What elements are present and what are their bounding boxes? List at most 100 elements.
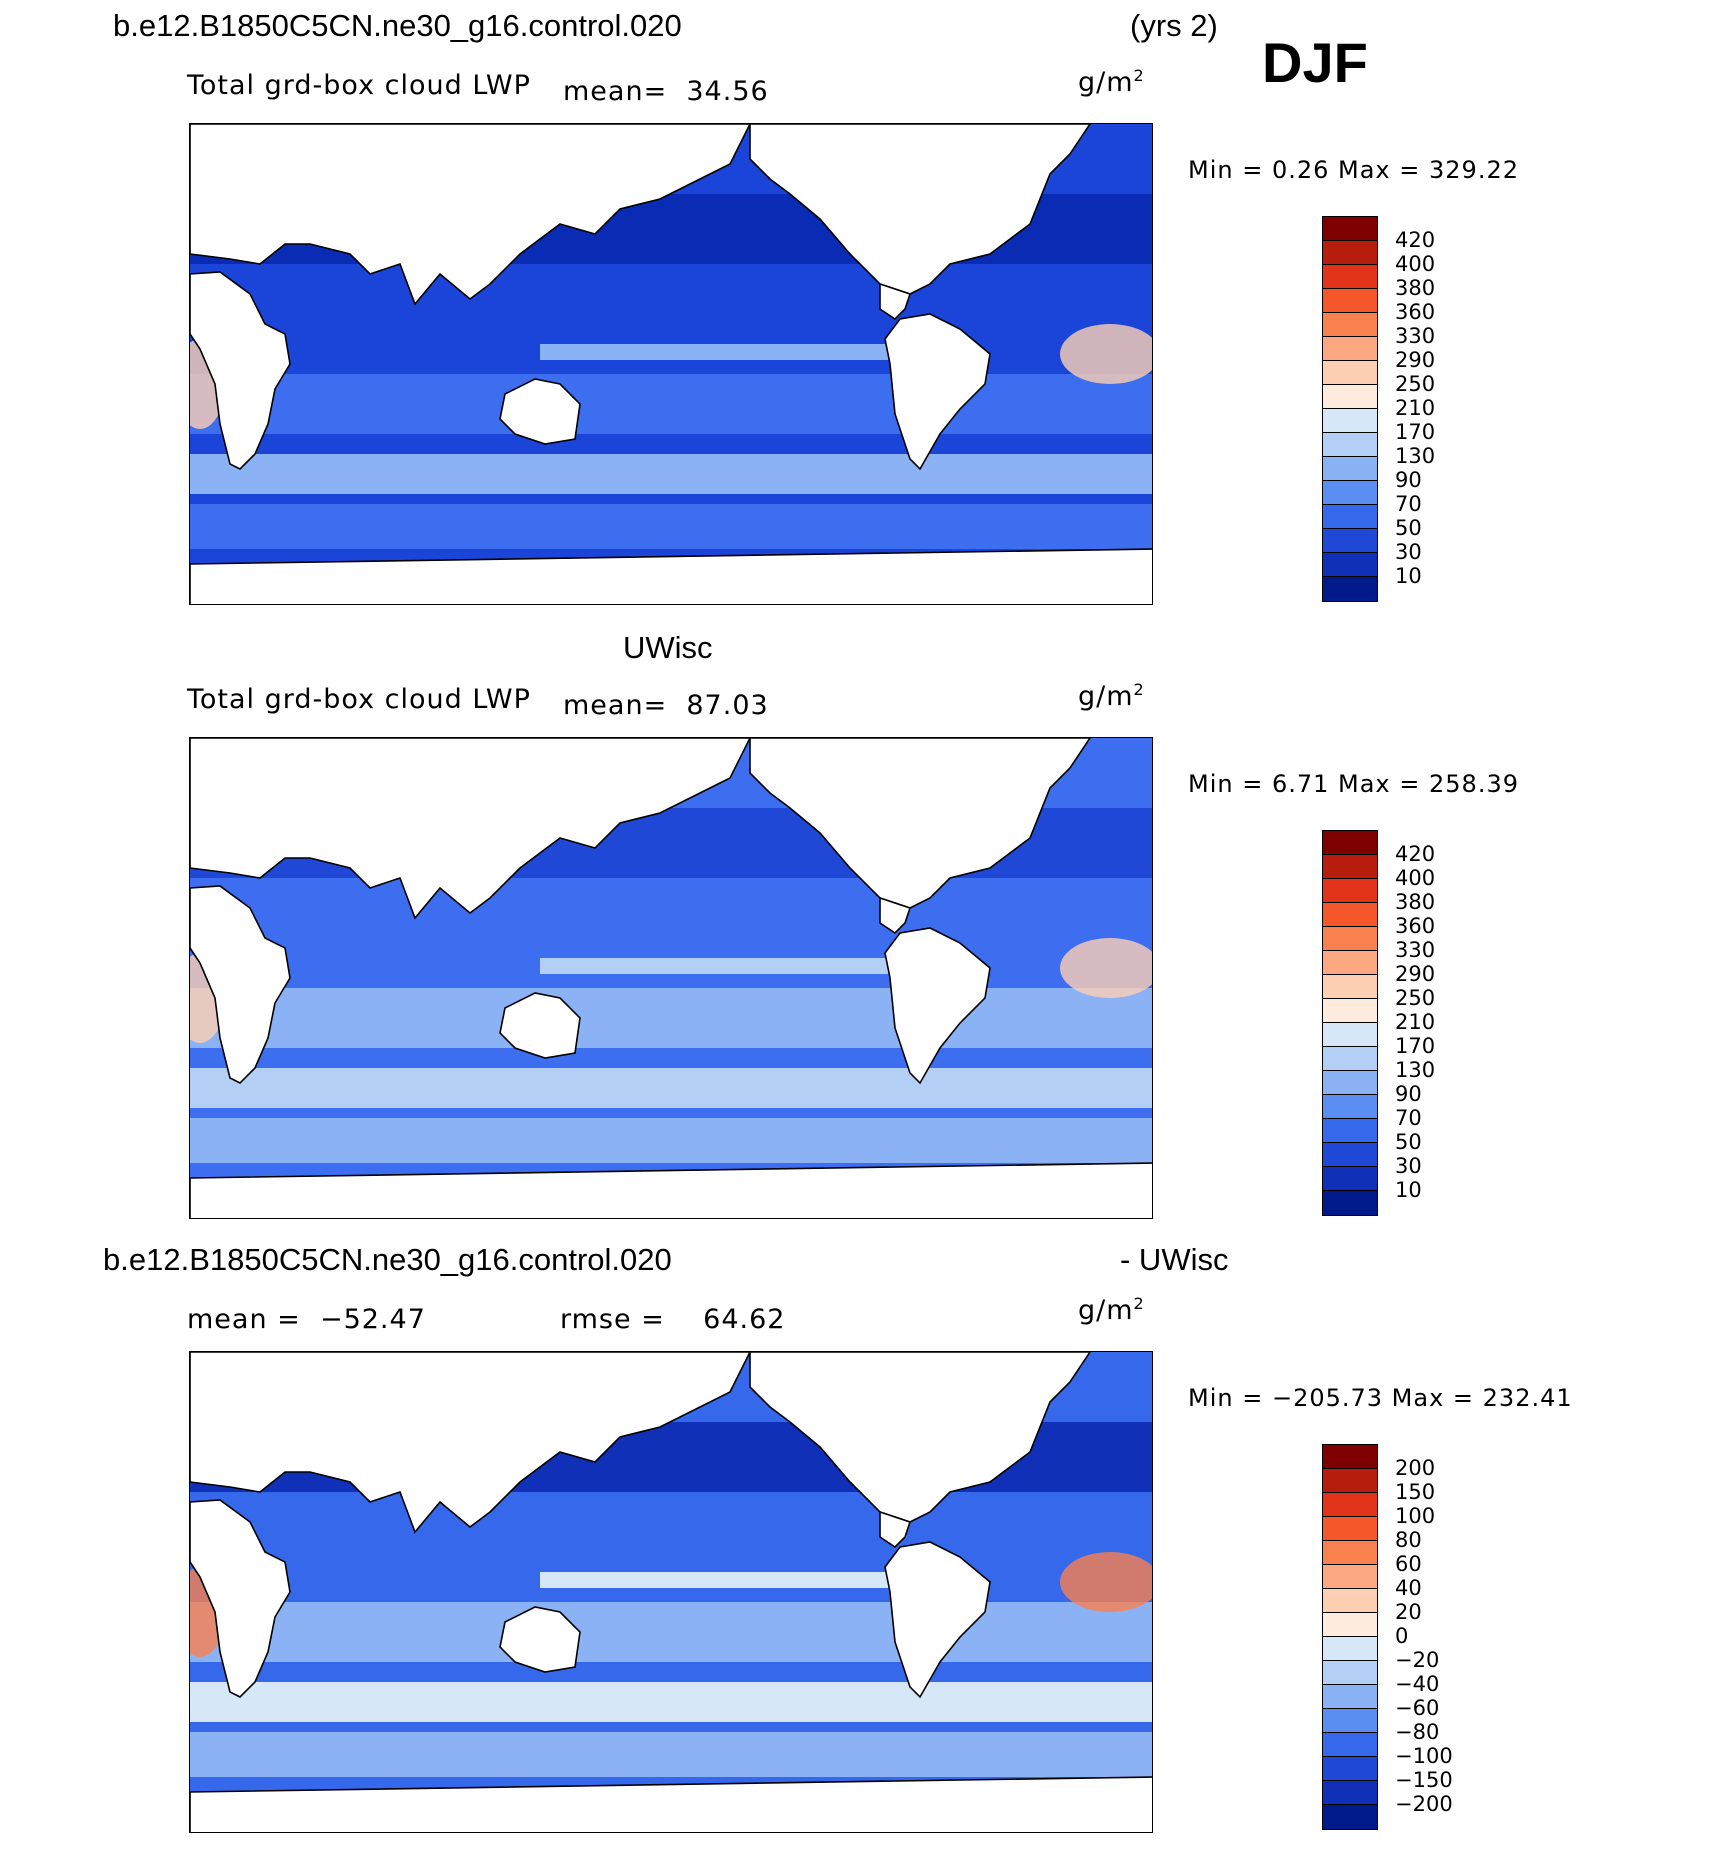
colorbar-swatch [1323,1733,1377,1757]
colorbar-swatch [1323,1661,1377,1685]
colorbar-swatch [1323,1541,1377,1565]
ocean-band-midlatitude [190,1682,1152,1722]
colorbar-swatch [1323,975,1377,999]
colorbar-swatch [1323,903,1377,927]
panel2-colorbar [1322,830,1378,1216]
colorbar-swatch [1323,1095,1377,1119]
panel2-units: g/m2 [1078,680,1145,712]
panel3-colorbar [1322,1444,1378,1830]
panel3-rmse-label: rmse = [560,1304,675,1335]
colorbar-tick-label: 290 [1395,348,1436,372]
colorbar-swatch [1323,1637,1377,1661]
colorbar-tick-label: 400 [1395,252,1436,276]
colorbar-tick-label: 20 [1395,1600,1422,1624]
colorbar-tick-label: 420 [1395,228,1436,252]
colorbar-tick-label: 130 [1395,1058,1436,1082]
colorbar-tick-label: −80 [1395,1720,1440,1744]
colorbar-swatch [1323,879,1377,903]
colorbar-swatch [1323,217,1377,241]
colorbar-swatch [1323,1445,1377,1469]
itcz-band [540,958,960,974]
panel1-mean: mean= 34.56 [563,76,769,107]
panel3-mean-value: −52.47 [319,1304,426,1335]
colorbar-swatch [1323,337,1377,361]
continent-outline [884,927,991,1085]
panel1-minmax: Min = 0.26 Max = 329.22 [1188,156,1519,184]
colorbar-swatch [1323,1685,1377,1709]
panel2-mean-value: 87.03 [686,690,769,721]
continent-outline [749,124,1091,295]
years-label: (yrs 2) [1130,8,1218,43]
colorbar-swatch [1323,927,1377,951]
colorbar-tick-label: −20 [1395,1648,1440,1672]
colorbar-tick-label: −40 [1395,1672,1440,1696]
panel3-rmse-value: 64.62 [703,1304,786,1335]
panel3-title-right: - UWisc [1120,1242,1229,1277]
continent-outline [879,282,912,321]
season-label: DJF [1262,31,1368,94]
panel1-units: g/m2 [1078,66,1145,98]
colorbar-tick-label: 290 [1395,962,1436,986]
continent-outline [499,992,581,1059]
panel3-title-left: b.e12.B1850C5CN.ne30_g16.control.020 [103,1242,672,1277]
continent-outline [190,1352,751,1534]
colorbar-tick-label: 90 [1395,468,1422,492]
panel1-colorbar [1322,216,1378,602]
colorbar-tick-label: 150 [1395,1480,1436,1504]
colorbar-tick-label: 90 [1395,1082,1422,1106]
colorbar-tick-label: 330 [1395,324,1436,348]
itcz-band [540,1572,960,1588]
colorbar-tick-label: 250 [1395,372,1436,396]
panel3-mean-label: mean = [187,1304,311,1335]
continent-outline [190,1162,1152,1218]
colorbar-swatch [1323,577,1377,601]
ocean-band-south-tropics [190,988,1152,1048]
colorbar-swatch [1323,265,1377,289]
ocean-band-south-tropics [190,374,1152,434]
ocean-band-southern-ocean [190,1118,1152,1163]
colorbar-swatch [1323,1071,1377,1095]
panel1-variable: Total grd-box cloud LWP [187,70,531,101]
continent-outline [879,896,912,935]
colorbar-swatch [1323,553,1377,577]
colorbar-swatch [1323,1167,1377,1191]
colorbar-tick-label: 70 [1395,1106,1422,1130]
colorbar-swatch [1323,481,1377,505]
colorbar-tick-label: 170 [1395,1034,1436,1058]
colorbar-swatch [1323,457,1377,481]
colorbar-swatch [1323,1023,1377,1047]
colorbar-tick-label: 170 [1395,420,1436,444]
panel3-rmse: rmse = 64.62 [560,1304,785,1335]
colorbar-tick-label: 40 [1395,1576,1422,1600]
colorbar-tick-label: 30 [1395,1154,1422,1178]
colorbar-swatch [1323,313,1377,337]
colorbar-tick-label: −200 [1395,1792,1453,1816]
colorbar-tick-label: 200 [1395,1456,1436,1480]
panel1-map [189,123,1153,605]
colorbar-swatch [1323,831,1377,855]
colorbar-tick-label: 80 [1395,1528,1422,1552]
panel3-units: g/m2 [1078,1294,1145,1326]
panel2-mean: mean= 87.03 [563,690,769,721]
colorbar-tick-label: 0 [1395,1624,1409,1648]
continent-outline [884,313,991,471]
continent-outline [749,1352,1091,1523]
panel1-colorbar-labels: 420 400 380 360 330 290 250 210 170 130 90 70 50 30 10 [1395,228,1435,588]
colorbar-swatch [1323,241,1377,265]
ocean-band-midlatitude [190,1068,1152,1108]
colorbar-tick-label: −150 [1395,1768,1453,1792]
stratocumulus-patch [1060,324,1152,384]
continent-outline [499,1606,581,1673]
colorbar-swatch [1323,1047,1377,1071]
colorbar-tick-label: 380 [1395,276,1436,300]
colorbar-tick-label: 50 [1395,516,1422,540]
continent-outline [190,124,751,306]
colorbar-tick-label: −60 [1395,1696,1440,1720]
colorbar-tick-label: 130 [1395,444,1436,468]
colorbar-tick-label: 100 [1395,1504,1436,1528]
colorbar-tick-label: 360 [1395,914,1436,938]
panel2-mean-label: mean= [563,690,668,721]
colorbar-swatch [1323,361,1377,385]
colorbar-swatch [1323,1757,1377,1781]
colorbar-swatch [1323,1565,1377,1589]
